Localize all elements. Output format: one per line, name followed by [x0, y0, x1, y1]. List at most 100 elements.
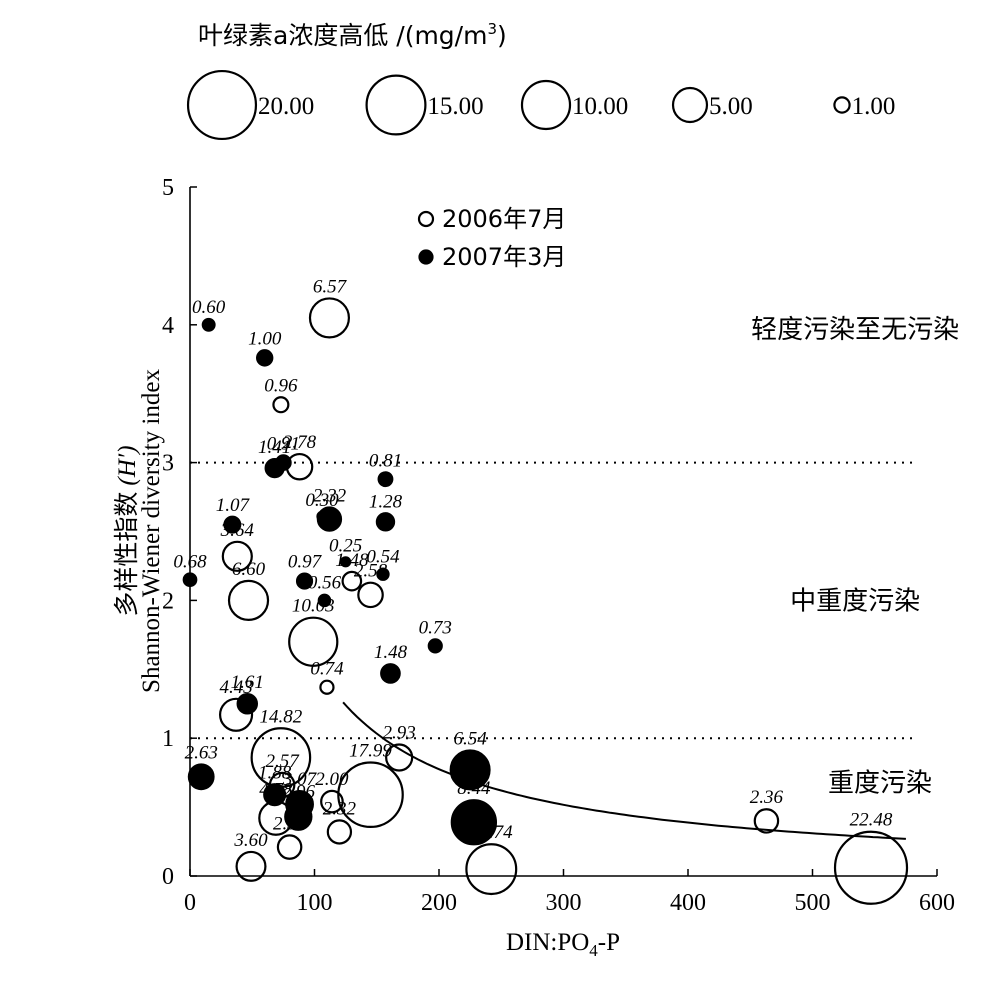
- data-point-open: [337, 761, 404, 829]
- size-legend: 叶绿素a浓度高低 /(mg/m3) 20.00 15.00 10.00 5.00 1.0…: [186, 20, 896, 141]
- point-value-label: 0.96: [264, 375, 298, 396]
- data-point-filled: [317, 593, 332, 608]
- point-value-label: 0.74: [310, 659, 344, 680]
- y-axis-title-en: Shannon-Wiener diversity index: [138, 369, 165, 693]
- y-axis-title-zh: 多样性指数: [112, 492, 141, 617]
- legend-series-label: 2007年3月: [442, 243, 566, 271]
- point-value-label: 10.74: [470, 822, 513, 843]
- region-label: 轻度污染至无污染: [751, 315, 959, 345]
- point-value-label: 2.96: [282, 782, 316, 803]
- point-value-label: 0.68: [173, 551, 207, 572]
- x-axis-title: DIN:PO4-P: [506, 929, 620, 960]
- legend-filled-marker: [418, 249, 434, 265]
- data-point-open: [288, 616, 339, 667]
- data-point-filled: [236, 693, 259, 715]
- point-value-label: 2.32: [323, 798, 357, 819]
- size-legend-bubble: [520, 79, 572, 131]
- size-legend-title: 叶绿素a浓度高低 /(mg/m3): [198, 20, 507, 50]
- point-value-label: 4.78: [259, 780, 293, 801]
- data-point-filled: [256, 349, 274, 367]
- point-value-label: 3.07: [282, 769, 318, 790]
- point-value-label: 4.43: [219, 677, 252, 698]
- point-value-label: 2.78: [283, 432, 317, 453]
- point-value-label: 22.48: [850, 810, 893, 831]
- legend-open-marker: [417, 210, 435, 228]
- point-value-label: 1.88: [258, 762, 292, 783]
- data-point-open: [227, 579, 270, 622]
- data-point-open: [357, 581, 384, 609]
- data-point-open: [319, 679, 335, 695]
- point-value-label: 17.99: [349, 740, 392, 761]
- size-legend-label: 5.00: [709, 93, 753, 120]
- size-legend-bubble: [186, 69, 258, 141]
- size-legend-title-close: ): [497, 21, 507, 50]
- size-legend-label: 1.00: [852, 93, 896, 120]
- point-value-label: 2.63: [185, 742, 218, 763]
- point-value-label: 1.28: [369, 491, 403, 512]
- data-point-open: [308, 297, 351, 339]
- point-value-label: 1.61: [231, 672, 264, 693]
- data-point-open: [326, 819, 353, 845]
- data-point-filled: [427, 638, 443, 654]
- point-value-label: 1.41: [258, 437, 291, 458]
- y-tick-label: 5: [162, 175, 174, 201]
- point-value-label: 0.54: [366, 547, 400, 568]
- x-axis-title-main: DIN:PO: [506, 929, 589, 956]
- point-value-label: 0.25: [329, 535, 362, 556]
- x-tick-label: 500: [795, 890, 831, 916]
- data-point-filled: [263, 783, 287, 807]
- y-tick-label: 2: [162, 588, 174, 614]
- y-tick-label: 4: [162, 313, 174, 339]
- data-point-filled: [376, 567, 390, 581]
- axis-ticks: 0 100 200 300 400 500 600 0 1 2 3 4 5: [162, 175, 955, 916]
- data-point-open: [221, 540, 253, 572]
- point-value-label: 8.44: [457, 778, 491, 799]
- point-value-label: 2.37: [273, 813, 308, 834]
- region-label: 重度污染: [828, 768, 932, 798]
- size-legend-label: 15.00: [427, 93, 483, 120]
- point-value-label: 2.57: [266, 751, 301, 772]
- data-point-filled: [187, 763, 215, 791]
- data-point-filled: [284, 802, 313, 831]
- size-legend-label: 10.00: [572, 93, 628, 120]
- point-value-label: 1.48: [335, 550, 369, 571]
- data-point-open: [272, 396, 290, 414]
- point-value-label: 10.03: [292, 596, 335, 617]
- y-tick-label: 1: [162, 726, 174, 752]
- data-point-filled: [377, 471, 394, 488]
- x-tick-label: 300: [546, 890, 582, 916]
- x-axis-title-sub: 4: [589, 941, 598, 960]
- x-tick-label: 600: [919, 890, 955, 916]
- y-tick-label: 3: [162, 451, 174, 477]
- point-value-label: 1.07: [216, 495, 251, 516]
- point-value-label: 2.36: [750, 787, 784, 808]
- point-value-label: 14.82: [260, 706, 303, 727]
- point-value-label: 0.60: [192, 297, 226, 318]
- point-value-label: 6.54: [454, 728, 488, 749]
- data-point-open: [385, 743, 414, 772]
- point-value-label: 1.00: [248, 328, 282, 349]
- region-label: 中重度污染: [790, 586, 920, 616]
- size-legend-bubble: [365, 74, 427, 136]
- point-value-label: 2.32: [313, 486, 347, 507]
- data-point-filled: [295, 572, 314, 590]
- data-point-open: [276, 834, 303, 860]
- data-point-filled: [375, 512, 396, 532]
- point-value-label: 0.30: [305, 490, 339, 511]
- data-point-filled: [201, 317, 216, 332]
- size-legend-title-main: 叶绿素a浓度高低 /(mg/m: [198, 21, 487, 50]
- data-point-filled: [380, 663, 401, 684]
- size-legend-title-sup: 3: [487, 20, 497, 38]
- points-layer: [182, 297, 909, 905]
- size-legend-bubble: [671, 86, 709, 124]
- data-point-open: [753, 808, 780, 834]
- data-point-filled: [182, 572, 198, 588]
- data-point-open: [218, 697, 254, 732]
- data-point-filled: [223, 515, 242, 534]
- data-point-open: [341, 570, 363, 592]
- data-point-filled: [449, 749, 491, 791]
- point-value-label: 0.81: [369, 450, 402, 471]
- y-tick-label: 0: [162, 864, 174, 890]
